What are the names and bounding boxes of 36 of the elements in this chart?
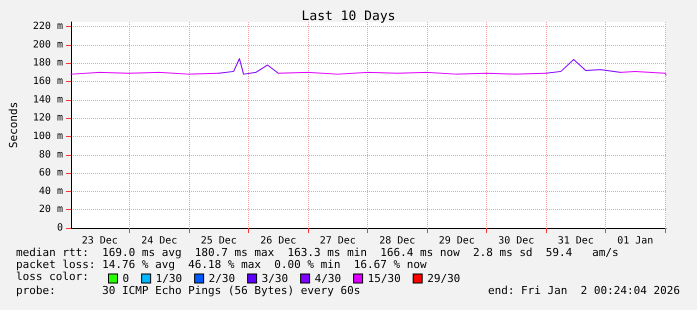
x-tick-label: 31 Dec <box>558 236 594 246</box>
y-tick-label: 120 m <box>32 112 63 124</box>
legend-label: 0 <box>122 272 130 285</box>
x-tick-label: 24 Dec <box>141 236 178 246</box>
y-tick-label: 100 m <box>32 130 63 142</box>
x-tick-label: 28 Dec <box>379 236 416 246</box>
x-tick-label: 26 Dec <box>260 236 296 246</box>
legend-label: 29/30 <box>427 272 460 285</box>
y-tick-label: 160 m <box>32 76 63 88</box>
x-tick-label: 29 Dec <box>438 236 475 246</box>
text: probe: 30 ICMP Echo Pings (56 Bytes) every 60s <box>16 284 360 297</box>
legend-label: 1/30 <box>156 272 182 285</box>
x-tick-label: 27 Dec <box>320 236 356 246</box>
legend-label: 3/30 <box>262 272 288 285</box>
text: end: Fri Jan 2 00:24:04 2026 <box>488 284 680 297</box>
y-tick-label: 0 <box>56 222 63 234</box>
legend-label: 4/30 <box>314 272 342 285</box>
y-tick-label: 20 m <box>38 204 63 216</box>
y-tick-label: 60 m <box>38 168 63 179</box>
y-tick-label: 80 m <box>38 149 63 160</box>
x-tick-label: 01 Jan <box>617 236 654 246</box>
y-tick-label: 140 m <box>32 94 63 106</box>
text: median rtt: 169.0 ms avg 180.7 ms max 163.3 ms min 166.4 ms now 2.8 ms sd 59.4 am/s <box>16 246 619 259</box>
x-tick-label: 25 Dec <box>200 236 237 246</box>
y-axis-title: Seconds <box>7 102 20 148</box>
x-tick-label: 23 Dec <box>82 236 118 246</box>
chart-title: Last 10 Days <box>302 9 396 24</box>
y-tick-label: 40 m <box>38 186 63 197</box>
y-tick-label: 200 m <box>32 39 63 50</box>
legend-label: 15/30 <box>368 272 401 285</box>
legend-title: loss color: <box>16 270 89 283</box>
y-tick-label: 220 m <box>32 21 63 32</box>
text: packet loss: 14.76 % avg 46.18 % max 0.00 % min 16.67 % now <box>16 258 427 271</box>
legend-label: 2/30 <box>208 272 236 285</box>
x-tick-label: 30 Dec <box>498 236 534 246</box>
y-tick-label: 180 m <box>32 58 63 69</box>
